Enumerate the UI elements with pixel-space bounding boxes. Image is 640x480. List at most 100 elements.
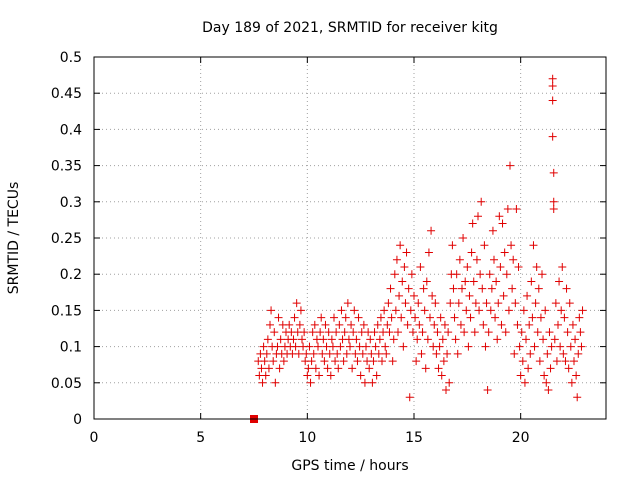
- data-point: [354, 313, 363, 322]
- data-point: [397, 313, 406, 322]
- data-point: [520, 378, 529, 387]
- data-point: [376, 313, 385, 322]
- data-point: [339, 357, 348, 366]
- data-point: [548, 74, 557, 83]
- data-point: [435, 342, 444, 351]
- data-point: [384, 299, 393, 308]
- data-point: [515, 342, 524, 351]
- data-point: [496, 262, 505, 271]
- data-point: [316, 328, 325, 337]
- data-point: [437, 371, 446, 380]
- data-point: [518, 357, 527, 366]
- data-point: [360, 378, 369, 387]
- data-point: [273, 342, 282, 351]
- data-point: [481, 342, 490, 351]
- data-point: [389, 335, 398, 344]
- data-point: [350, 306, 359, 315]
- data-point: [551, 299, 560, 308]
- data-point: [266, 320, 274, 329]
- data-point: [455, 255, 464, 264]
- data-point: [395, 291, 404, 300]
- data-point: [444, 328, 453, 337]
- y-tick-label: 0: [73, 412, 82, 428]
- data-point: [311, 364, 320, 373]
- data-point: [465, 291, 474, 300]
- y-tick-label: 0.35: [51, 159, 82, 175]
- data-point: [300, 328, 309, 337]
- data-point: [575, 313, 584, 322]
- data-point: [353, 357, 362, 366]
- data-point: [402, 248, 411, 257]
- data-point: [439, 357, 448, 366]
- data-point: [549, 197, 558, 206]
- x-tick-label: 5: [196, 430, 205, 446]
- data-point: [549, 168, 558, 177]
- data-point: [522, 335, 530, 344]
- data-point: [399, 342, 408, 351]
- data-point: [499, 291, 508, 300]
- data-point: [497, 320, 506, 329]
- x-tick-label: 20: [512, 430, 530, 446]
- data-point: [418, 328, 427, 337]
- data-point: [333, 349, 342, 358]
- data-point: [432, 349, 441, 358]
- data-point: [292, 299, 301, 308]
- y-tick-label: 0.1: [60, 340, 82, 356]
- data-point: [294, 349, 303, 358]
- data-point: [482, 299, 491, 308]
- data-point: [469, 277, 478, 286]
- data-point: [422, 277, 431, 286]
- data-point: [335, 320, 344, 329]
- data-point: [458, 284, 466, 293]
- data-point: [388, 357, 397, 366]
- data-point: [477, 197, 486, 206]
- y-tick-label: 0.05: [51, 376, 82, 392]
- data-point: [523, 291, 532, 300]
- data-point: [577, 342, 586, 351]
- data-point: [562, 284, 571, 293]
- data-point: [309, 349, 318, 358]
- data-point: [385, 328, 394, 337]
- data-point: [459, 234, 468, 242]
- data-point: [486, 306, 495, 315]
- data-point: [576, 328, 585, 337]
- data-point: [461, 277, 470, 286]
- data-point: [561, 357, 570, 366]
- data-point: [295, 320, 304, 329]
- data-point: [330, 313, 338, 322]
- data-point: [557, 306, 566, 315]
- data-point: [259, 342, 268, 351]
- data-point: [332, 328, 341, 337]
- data-point: [540, 371, 549, 380]
- data-point: [517, 328, 526, 337]
- data-point: [366, 335, 375, 344]
- data-point: [349, 328, 358, 337]
- y-tick-label: 0.25: [51, 231, 82, 247]
- data-point: [262, 349, 271, 358]
- data-point: [334, 364, 343, 373]
- data-point: [372, 371, 381, 380]
- data-point: [352, 335, 361, 344]
- data-point: [502, 270, 511, 279]
- data-point: [362, 342, 370, 351]
- y-tick-label: 0.2: [60, 267, 82, 283]
- data-point: [427, 226, 436, 235]
- data-point: [440, 320, 449, 329]
- data-point: [507, 241, 516, 250]
- data-point: [471, 299, 480, 308]
- data-point: [381, 342, 390, 351]
- data-point: [405, 393, 414, 402]
- data-point: [454, 299, 463, 308]
- data-point: [512, 205, 521, 214]
- data-point: [343, 299, 352, 308]
- data-point: [398, 277, 407, 286]
- data-point: [260, 357, 269, 366]
- data-point: [380, 306, 389, 315]
- data-point: [416, 262, 425, 271]
- data-point: [406, 306, 415, 315]
- data-point: [510, 349, 519, 358]
- data-point: [468, 219, 477, 228]
- data-point: [542, 378, 551, 387]
- data-point: [487, 284, 496, 293]
- data-point: [545, 328, 554, 337]
